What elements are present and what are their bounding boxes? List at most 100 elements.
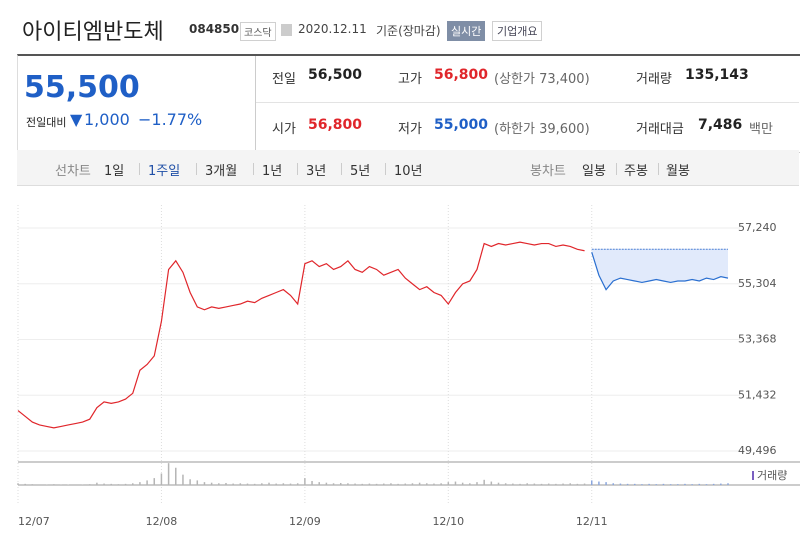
realtime-button[interactable]: 실시간 bbox=[447, 21, 486, 41]
tab-separator bbox=[616, 163, 617, 175]
volume-bar bbox=[612, 483, 615, 485]
calendar-icon bbox=[281, 24, 292, 36]
y-tick-label: 55,304 bbox=[738, 277, 777, 290]
volume-bar bbox=[45, 484, 48, 485]
volume-bar bbox=[677, 484, 679, 485]
stat-value: 56,500 bbox=[308, 67, 363, 83]
tab-separator bbox=[658, 163, 659, 175]
tab-bar bbox=[17, 150, 799, 186]
volume-bar bbox=[504, 483, 507, 485]
volume-bar bbox=[210, 482, 213, 485]
price-line bbox=[591, 252, 729, 291]
tab[interactable]: 일봉 bbox=[582, 164, 606, 179]
tab[interactable]: 월봉 bbox=[666, 164, 690, 179]
tab-separator bbox=[253, 163, 254, 175]
change-percent: −1.77% bbox=[138, 110, 203, 129]
volume-bar bbox=[167, 463, 170, 485]
volume-bar bbox=[497, 482, 500, 485]
tab[interactable]: 1주일 bbox=[148, 164, 181, 179]
volume-bar bbox=[634, 483, 636, 485]
volume-bar bbox=[648, 483, 650, 485]
date-note: 기준(장마감) bbox=[376, 24, 441, 38]
volume-bar bbox=[447, 482, 450, 485]
stat-label: 시가 bbox=[272, 122, 296, 137]
tab-separator bbox=[139, 163, 140, 175]
volume-bar bbox=[705, 484, 708, 485]
volume-bar bbox=[131, 483, 134, 485]
date: 2020.12.11 bbox=[298, 22, 367, 36]
volume-bar bbox=[684, 483, 686, 485]
volume-bar bbox=[232, 483, 234, 485]
volume-bar bbox=[110, 483, 112, 485]
tab-group-label: 봉차트 bbox=[530, 164, 566, 179]
volume-bar bbox=[253, 483, 256, 485]
stat-note: 백만 bbox=[749, 122, 773, 137]
volume-bar bbox=[318, 482, 320, 485]
volume-bar bbox=[605, 482, 607, 485]
volume-bar bbox=[698, 483, 701, 485]
volume-bar bbox=[454, 481, 457, 485]
volume-bar bbox=[540, 483, 543, 485]
stat-label: 거래대금 bbox=[636, 122, 684, 137]
volume-bar bbox=[282, 483, 285, 485]
volume-bar bbox=[117, 484, 120, 485]
volume-bar bbox=[160, 473, 163, 485]
x-tick-label: 12/10 bbox=[432, 515, 464, 528]
volume-bar bbox=[583, 483, 586, 485]
volume-bar bbox=[311, 480, 313, 485]
volume-bar bbox=[81, 484, 84, 485]
stock-code: 084850 bbox=[189, 22, 240, 36]
tab-separator bbox=[385, 163, 386, 175]
company-button[interactable]: 기업개요 bbox=[492, 21, 543, 41]
volume-bar bbox=[289, 483, 292, 485]
volume-bar bbox=[38, 484, 41, 485]
chart: 49,496 51,432 53,368 55,304 57,240 12/07 12/08… bbox=[17, 205, 800, 528]
volume-bar bbox=[246, 483, 249, 485]
change-label: 전일대비 bbox=[26, 116, 67, 129]
volume-bar bbox=[469, 483, 471, 485]
tab[interactable]: 5년 bbox=[350, 164, 371, 179]
volume-bar bbox=[74, 484, 77, 485]
stat-label: 거래량 bbox=[636, 72, 672, 87]
volume-bar bbox=[325, 482, 328, 485]
volume-bar bbox=[404, 483, 407, 485]
tab[interactable]: 1년 bbox=[262, 164, 283, 179]
volume-bar bbox=[641, 484, 643, 485]
stat-value: 56,800 bbox=[434, 67, 489, 83]
volume-bar bbox=[268, 482, 270, 485]
price-line bbox=[17, 241, 585, 429]
tab[interactable]: 10년 bbox=[394, 164, 423, 179]
y-tick-label: 57,240 bbox=[738, 221, 777, 234]
volume-bar bbox=[239, 483, 242, 485]
change-value: 1,000 bbox=[84, 110, 130, 129]
volume-bar bbox=[590, 480, 593, 485]
tab[interactable]: 3년 bbox=[306, 164, 327, 179]
volume-bar bbox=[411, 483, 414, 485]
tab[interactable]: 3개월 bbox=[205, 164, 238, 179]
tab-separator bbox=[297, 163, 298, 175]
volume-bar bbox=[397, 483, 399, 485]
x-tick-label: 12/07 bbox=[18, 515, 50, 528]
volume-bar bbox=[182, 474, 184, 485]
stat-value: 135,143 bbox=[685, 67, 749, 83]
volume-bar bbox=[512, 483, 514, 485]
stat-label: 저가 bbox=[398, 122, 422, 137]
tab[interactable]: 주봉 bbox=[624, 164, 648, 179]
stat-value: 56,800 bbox=[308, 117, 363, 133]
volume-bar bbox=[60, 484, 62, 485]
y-tick-label: 53,368 bbox=[738, 333, 777, 346]
volume-bar bbox=[569, 483, 571, 485]
volume-bar bbox=[53, 484, 55, 485]
volume-bar bbox=[461, 482, 464, 485]
legend-swatch bbox=[752, 471, 754, 480]
volume-bar bbox=[669, 484, 672, 485]
volume-bar bbox=[433, 483, 435, 485]
tab[interactable]: 1일 bbox=[104, 164, 125, 179]
volume-bar bbox=[225, 482, 227, 485]
volume-bar bbox=[626, 483, 629, 485]
volume-bar bbox=[31, 484, 34, 485]
stock-title: 아이티엠반도체 bbox=[22, 20, 164, 45]
x-tick-label: 12/09 bbox=[289, 515, 321, 528]
legend-label: 거래량 bbox=[757, 469, 787, 482]
